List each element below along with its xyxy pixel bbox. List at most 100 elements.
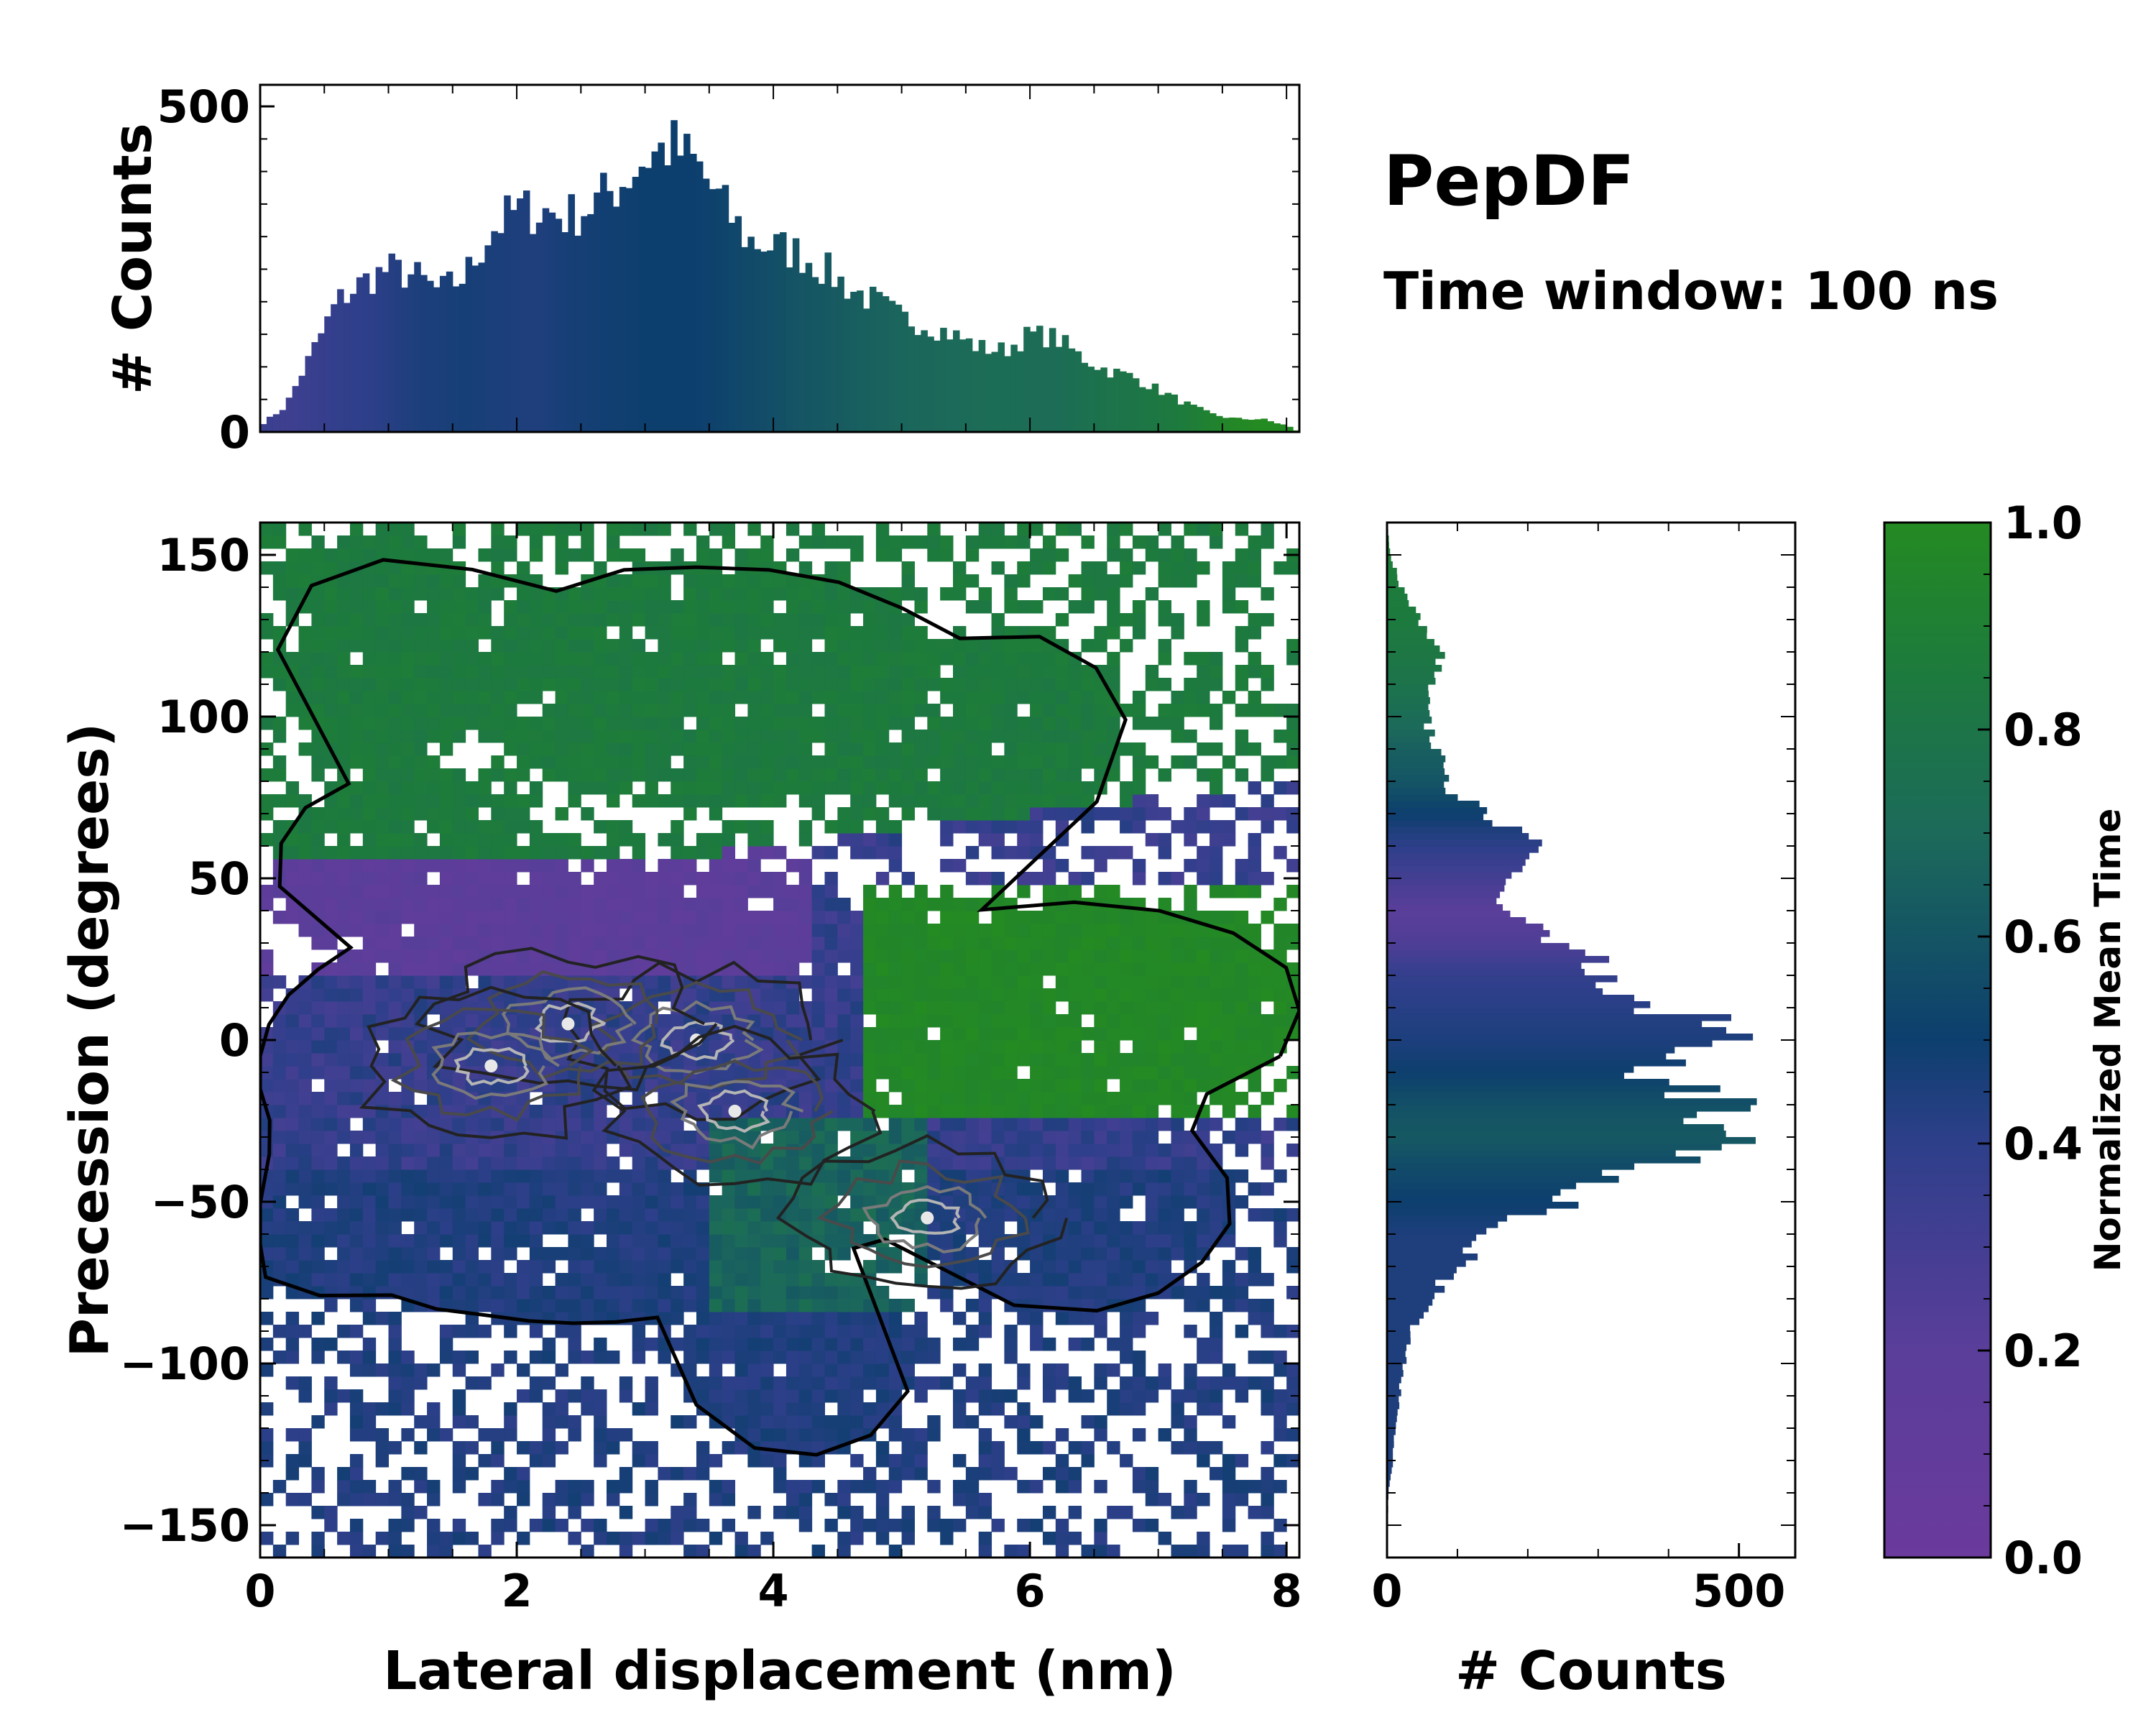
heatmap-cell [311,1415,325,1429]
heatmap-cell [401,613,415,627]
heatmap-cell [1030,730,1044,743]
heatmap-cell [362,1545,377,1558]
heatmap-cell [375,1260,390,1274]
top-histogram-bar [844,298,851,432]
heatmap-cell [850,1532,864,1545]
heatmap-cell [581,898,594,911]
heatmap-cell [645,574,658,588]
heatmap-cell [1197,1001,1210,1015]
heatmap-cell [619,1208,633,1222]
heatmap-cell [632,1273,646,1287]
heatmap-cell [798,1376,813,1390]
heatmap-cell [478,1118,492,1131]
heatmap-cell [324,561,338,575]
heatmap-cell [439,639,453,653]
heatmap-cell [401,1234,415,1248]
heatmap-cell [542,768,556,782]
heatmap-cell [1030,1182,1044,1196]
heatmap-cell [285,1376,300,1390]
heatmap-cell [1107,1195,1120,1209]
heatmap-cell [709,730,723,743]
heatmap-cell [568,691,581,704]
heatmap-cell [798,833,813,847]
heatmap-cell [375,898,390,911]
top-histogram-bar [1248,420,1256,432]
heatmap-cell [504,1299,517,1312]
heatmap-cell [298,885,312,898]
heatmap-cell [837,1234,851,1248]
heatmap-cell [607,1441,620,1455]
heatmap-cell [901,1118,915,1131]
heatmap-cell [927,1506,941,1519]
heatmap-cell [324,911,338,924]
heatmap-cell [529,846,543,860]
heatmap-cell [1222,1493,1236,1506]
heatmap-cell [388,1480,402,1494]
heatmap-cell [722,730,736,743]
heatmap-cell [260,794,274,808]
top-histogram-bar [522,190,530,432]
heatmap-cell [362,574,377,588]
heatmap-cell [1042,1014,1056,1028]
heatmap-cell [272,1118,287,1131]
heatmap-cell [671,639,684,653]
heatmap-cell [696,1299,710,1312]
heatmap-cell [696,600,710,614]
top-histogram-bar [1241,419,1249,432]
heatmap-cell [875,1027,890,1041]
heatmap-cell [798,859,813,873]
heatmap-cell [1184,1079,1197,1092]
heatmap-cell [888,1376,903,1390]
heatmap-cell [798,1325,813,1338]
heatmap-cell [337,1480,351,1494]
heatmap-cell [439,807,453,821]
heatmap-cell [940,1053,954,1067]
heatmap-cell [594,1131,607,1144]
heatmap-cell [478,768,492,782]
heatmap-cell [901,1105,915,1118]
heatmap-cell [875,820,890,834]
heatmap-cell [888,639,903,653]
heatmap-cell [1030,1273,1044,1287]
heatmap-cell [607,535,620,549]
heatmap-cell [529,794,543,808]
heatmap-cell [568,1273,581,1287]
heatmap-cell [568,911,581,924]
heatmap-cell [272,587,287,601]
heatmap-cell [1081,1338,1095,1351]
heatmap-cell [978,1066,992,1080]
heatmap-cell [1004,1273,1018,1287]
heatmap-cell [991,1027,1005,1041]
heatmap-cell [542,755,556,769]
heatmap-cell [671,1014,684,1028]
heatmap-cell [798,898,813,911]
heatmap-cell [517,717,530,730]
heatmap-cell [747,1286,761,1300]
heatmap-cell [619,1273,633,1287]
heatmap-cell [1081,1066,1095,1080]
heatmap-cell [940,911,954,924]
heatmap-cell [991,1519,1005,1532]
heatmap-cell [965,988,980,1002]
heatmap-cell [491,911,505,924]
heatmap-cell [311,1001,325,1015]
heatmap-cell [465,911,479,924]
top-histogram-bar [331,304,338,432]
heatmap-cell [517,1389,530,1403]
heatmap-cell [1055,1273,1069,1287]
heatmap-cell [1068,949,1082,963]
heatmap-cell [1222,1066,1236,1080]
heatmap-cell [734,1144,748,1157]
heatmap-cell [1107,678,1120,691]
heatmap-cell [1210,1040,1223,1054]
heatmap-cell [850,742,864,756]
heatmap-cell [285,1066,300,1080]
heatmap-cell [414,755,428,769]
heatmap-cell [875,1454,890,1468]
heatmap-cell [696,1545,710,1558]
heatmap-cell [401,574,415,588]
heatmap-cell [1094,1131,1107,1144]
heatmap-cell [285,1351,300,1364]
heatmap-cell [978,1363,992,1377]
heatmap-cell [837,1532,851,1545]
